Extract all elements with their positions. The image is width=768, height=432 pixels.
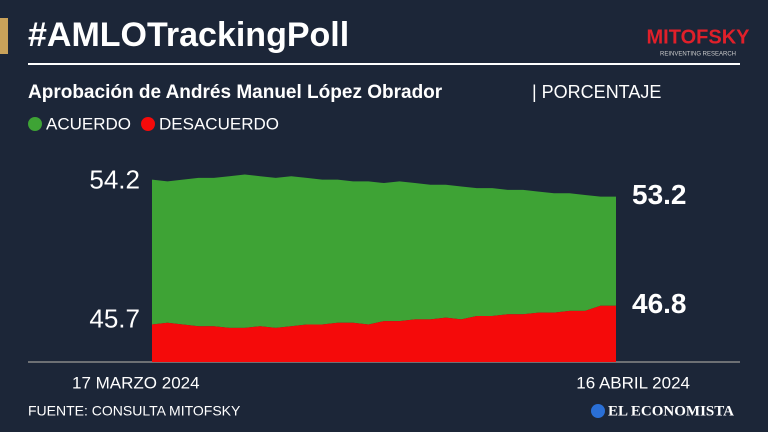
unit-label: | PORCENTAJE xyxy=(532,82,661,102)
area-acuerdo xyxy=(152,174,616,328)
start-value-label: 54.2 xyxy=(89,165,140,195)
brand: EL ECONOMISTA xyxy=(608,403,734,419)
end-value-label: 53.2 xyxy=(632,179,687,210)
legend-label: DESACUERDO xyxy=(159,114,279,133)
logo: MITOFSKY xyxy=(647,26,751,48)
end-value-label: 46.8 xyxy=(632,288,687,319)
brand-icon xyxy=(591,404,605,418)
chart-title: Aprobación de Andrés Manuel López Obrado… xyxy=(28,82,443,103)
legend-swatch xyxy=(141,117,156,131)
source: FUENTE: CONSULTA MITOFSKY xyxy=(28,403,241,419)
start-value-label: 45.7 xyxy=(89,303,140,333)
x-start-label: 17 MARZO 2024 xyxy=(72,373,200,392)
x-end-label: 16 ABRIL 2024 xyxy=(576,373,690,392)
legend-swatch xyxy=(28,117,42,131)
logo-tagline: REINVENTING RESEARCH xyxy=(660,52,736,58)
page-title: #AMLOTrackingPoll xyxy=(28,16,349,54)
legend-label: ACUERDO xyxy=(46,114,131,133)
accent-bar xyxy=(0,18,8,54)
area-desacuerdo xyxy=(152,305,616,362)
